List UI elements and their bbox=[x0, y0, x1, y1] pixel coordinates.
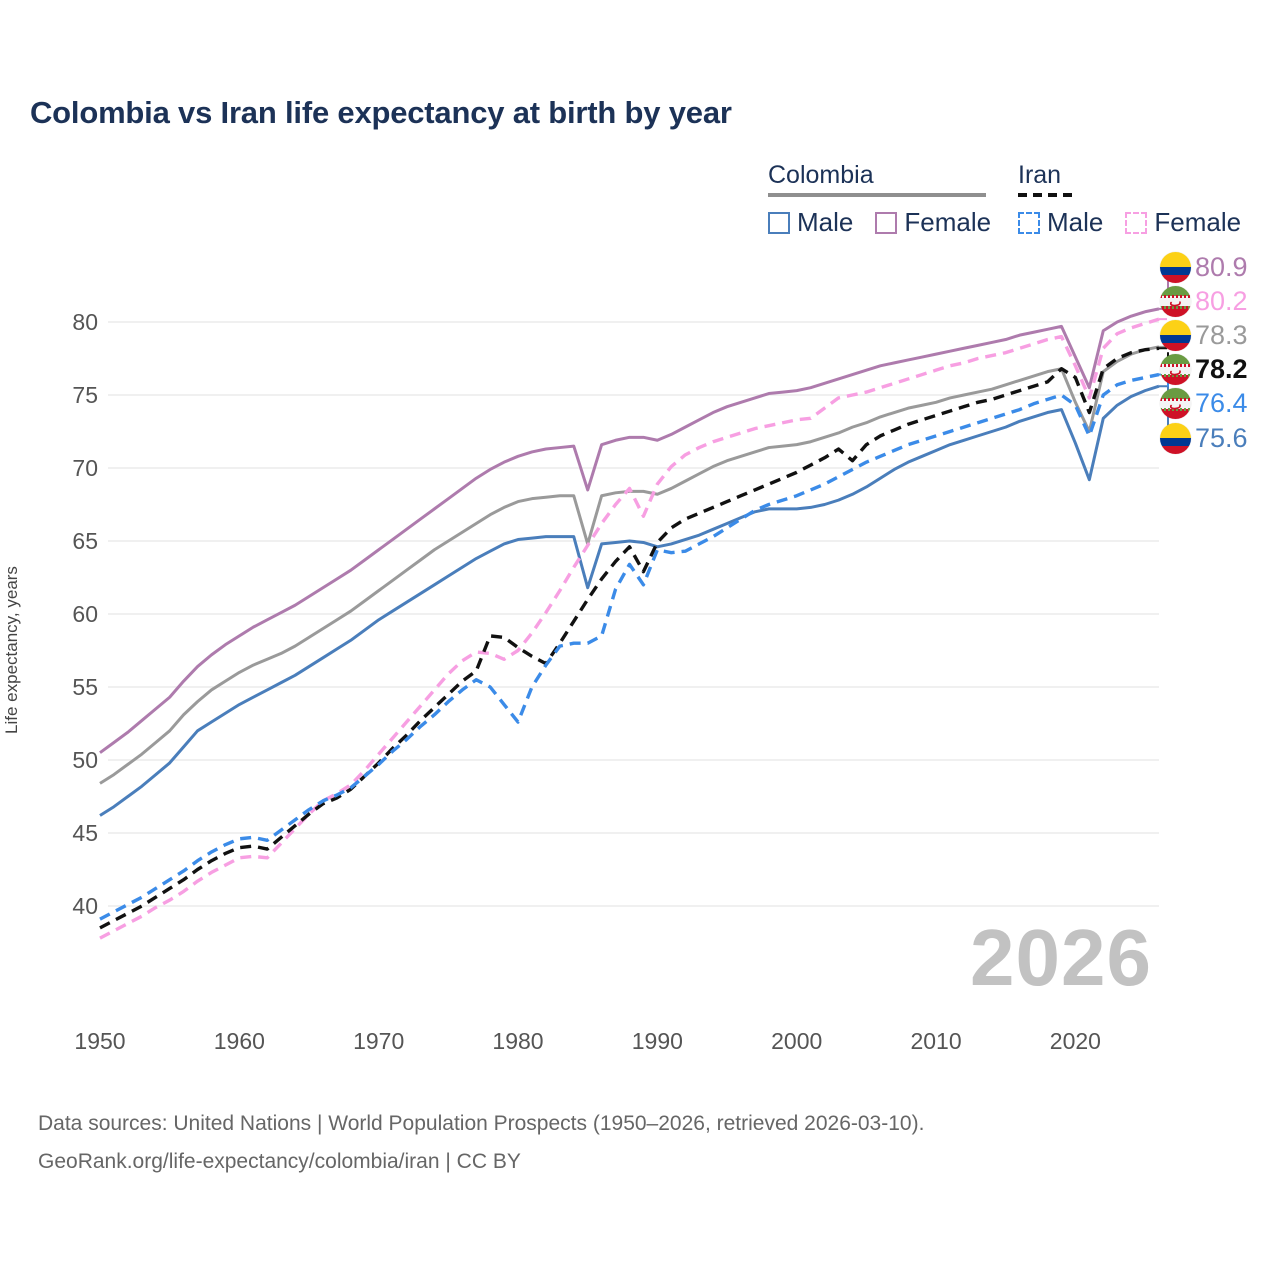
x-tick-label: 1950 bbox=[74, 1028, 126, 1054]
y-tick-label: 60 bbox=[72, 601, 98, 627]
page-title: Colombia vs Iran life expectancy at birt… bbox=[30, 95, 732, 130]
series-end-value: 80.2 bbox=[1195, 285, 1248, 316]
series-line bbox=[99, 317, 1160, 940]
x-tick-label: 2000 bbox=[771, 1028, 823, 1054]
x-tick-label: 1960 bbox=[213, 1028, 265, 1054]
legend-group-iran: Iran Male Female bbox=[1018, 160, 1248, 238]
y-tick-label: 70 bbox=[72, 455, 98, 481]
legend: Colombia Male Female Iran Male bbox=[760, 160, 1260, 240]
series-end-value: 78.3 bbox=[1195, 319, 1248, 350]
x-tick-label: 2010 bbox=[910, 1028, 962, 1054]
colombia-flag-icon bbox=[1160, 251, 1191, 283]
footer-line-sources: Data sources: United Nations | World Pop… bbox=[38, 1112, 925, 1135]
series-end-value: 76.4 bbox=[1195, 388, 1248, 419]
series-end-label-row: ب 76.4 bbox=[1160, 387, 1248, 421]
series-line bbox=[99, 307, 1160, 754]
legend-label-colombia-female: Female bbox=[904, 207, 992, 237]
y-tick-label: 45 bbox=[72, 820, 98, 846]
legend-rule-iran bbox=[1018, 193, 1074, 197]
iran-flag-icon: ب bbox=[1160, 354, 1191, 386]
series-end-label-row: ب 78.2 bbox=[1160, 353, 1248, 387]
legend-country-iran: Iran bbox=[1018, 161, 1062, 189]
x-tick-label: 1990 bbox=[631, 1028, 683, 1054]
legend-item-colombia-male[interactable]: Male bbox=[768, 207, 853, 238]
series-line bbox=[99, 384, 1160, 817]
colombia-flag-icon bbox=[1160, 422, 1191, 454]
y-tick-label: 80 bbox=[72, 309, 98, 335]
series-end-value: 78.2 bbox=[1195, 354, 1248, 385]
colombia-flag-icon bbox=[1160, 319, 1191, 351]
x-tick-label: 2020 bbox=[1049, 1028, 1101, 1054]
legend-item-colombia-female[interactable]: Female bbox=[875, 207, 991, 238]
footer-line-attribution[interactable]: GeoRank.org/life-expectancy/colombia/ira… bbox=[38, 1150, 521, 1173]
series-end-label-row: 75.6 bbox=[1160, 421, 1248, 455]
legend-country-colombia: Colombia bbox=[768, 161, 874, 189]
legend-swatch-icon-iran-female bbox=[1125, 211, 1148, 234]
legend-group-colombia: Colombia Male Female bbox=[768, 160, 991, 238]
legend-item-iran-male[interactable]: Male bbox=[1018, 207, 1103, 238]
legend-swatch-icon-iran-male bbox=[1018, 211, 1040, 234]
series-line bbox=[99, 372, 1160, 921]
y-tick-label: 65 bbox=[72, 528, 98, 554]
x-tick-label: 1980 bbox=[492, 1028, 544, 1054]
y-tick-label: 40 bbox=[72, 893, 98, 919]
legend-label-colombia-male: Male bbox=[797, 207, 854, 237]
footer: Data sources: United Nations | World Pop… bbox=[38, 1105, 924, 1181]
series-end-label-row: 80.9 bbox=[1160, 250, 1248, 284]
y-tick-label: 50 bbox=[72, 747, 98, 773]
iran-flag-icon: ب bbox=[1160, 285, 1191, 317]
y-tick-label: 75 bbox=[72, 382, 98, 408]
legend-label-iran-female: Female bbox=[1154, 207, 1242, 237]
legend-label-iran-male: Male bbox=[1047, 207, 1104, 237]
year-watermark: 2026 bbox=[970, 913, 1152, 1002]
series-end-label-row: 78.3 bbox=[1160, 318, 1248, 352]
series-end-value: 80.9 bbox=[1195, 251, 1248, 282]
series-end-value: 75.6 bbox=[1195, 422, 1248, 453]
legend-item-iran-female[interactable]: Female bbox=[1125, 207, 1241, 238]
legend-swatch-icon-colombia-female bbox=[875, 211, 898, 234]
legend-swatch-icon-colombia-male bbox=[768, 211, 790, 234]
y-tick-label: 55 bbox=[72, 674, 98, 700]
iran-flag-icon: ب bbox=[1160, 388, 1191, 420]
series-line bbox=[99, 346, 1160, 930]
legend-rule-colombia bbox=[768, 193, 986, 197]
x-tick-label: 1970 bbox=[353, 1028, 405, 1054]
series-end-label-row: ب 80.2 bbox=[1160, 284, 1248, 318]
